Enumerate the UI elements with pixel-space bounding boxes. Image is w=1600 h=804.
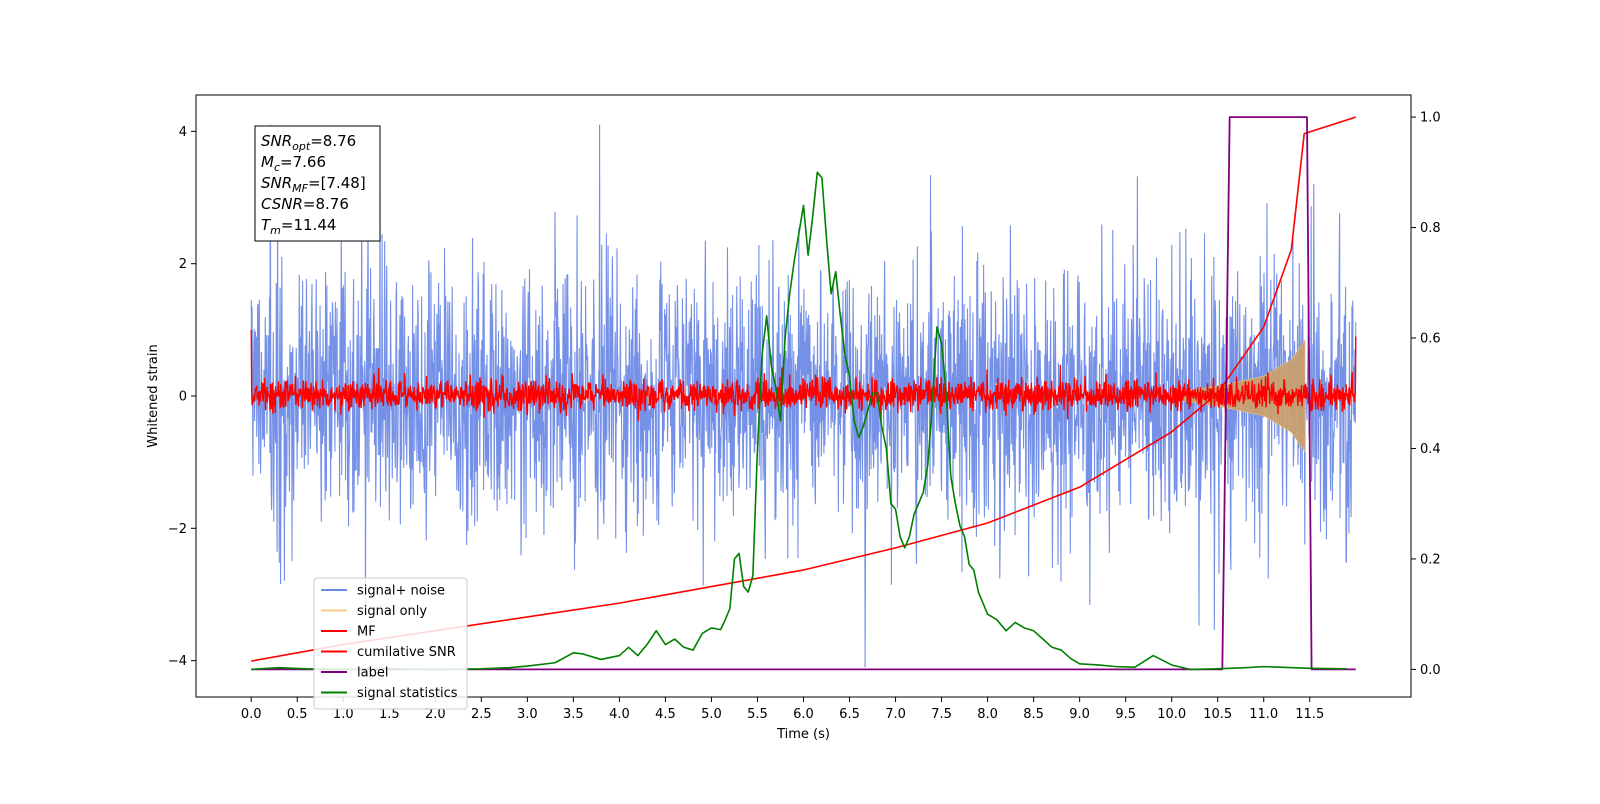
x-tick-label: 11.5 xyxy=(1295,707,1324,722)
x-tick-label: 10.5 xyxy=(1203,707,1232,722)
x-tick-label: 10.0 xyxy=(1157,707,1186,722)
info-line: CSNR=8.76 xyxy=(261,195,349,213)
axes: 0.0 0.5 1.0 1.5 2.0 2.5 3.0 3.5 4.0 4.5 5.0 5.5 6.0 6… xyxy=(168,111,1441,722)
series-signal-statistics xyxy=(251,171,1347,671)
series-signal-noise xyxy=(250,124,1357,668)
x-tick-label: 3.5 xyxy=(563,707,584,722)
x-tick-label: 4.0 xyxy=(609,707,630,722)
series-mf xyxy=(250,329,1357,421)
x-tick-label: 5.0 xyxy=(701,707,722,722)
legend: signal+ noise signal only MF cumilative SNR… xyxy=(313,577,468,710)
x-tick-label: 8.0 xyxy=(977,707,998,722)
x-tick-label: 4.5 xyxy=(655,707,676,722)
x-tick-label: 0.5 xyxy=(287,707,308,722)
x-tick-label: 5.5 xyxy=(747,707,768,722)
y-tick-label-right: 0.2 xyxy=(1420,552,1441,567)
legend-label: label xyxy=(357,666,388,681)
x-tick-label: 2.0 xyxy=(425,707,446,722)
legend-label: signal statistics xyxy=(357,686,458,701)
y-axis-label: Whitened strain xyxy=(146,344,161,447)
y-tick-label-right: 0.8 xyxy=(1420,221,1441,236)
series-cumulative-snr xyxy=(251,116,1357,662)
info-line: Mc=7.66 xyxy=(261,153,326,174)
x-tick-label: 11.0 xyxy=(1249,707,1278,722)
x-tick-label: 3.0 xyxy=(517,707,538,722)
legend-label: cumilative SNR xyxy=(357,645,456,660)
x-tick-label: 8.5 xyxy=(1023,707,1044,722)
info-line: Tm=11.44 xyxy=(261,216,336,237)
x-tick-label: 7.0 xyxy=(885,707,906,722)
x-tick-label: 9.5 xyxy=(1115,707,1136,722)
legend-frame xyxy=(313,577,468,710)
y-tick-label-right: 0.6 xyxy=(1420,332,1441,347)
x-tick-label: 2.5 xyxy=(471,707,492,722)
y-tick-label: 2 xyxy=(179,257,187,272)
y-tick-label-right: 0.4 xyxy=(1420,442,1441,457)
y-tick-label: −2 xyxy=(168,522,187,537)
legend-label: signal+ noise xyxy=(357,584,445,599)
y-tick-label: 4 xyxy=(179,125,187,140)
y-tick-label: 0 xyxy=(179,390,187,405)
info-box-frame xyxy=(254,125,381,242)
legend-label: signal only xyxy=(357,604,427,619)
y-tick-label-right: 1.0 xyxy=(1420,111,1441,126)
plot-series xyxy=(250,116,1357,671)
info-line: SNRopt=8.76 xyxy=(261,132,356,153)
y-tick-label-right: 0.0 xyxy=(1420,663,1441,678)
x-tick-label: 1.0 xyxy=(333,707,354,722)
x-tick-label: 6.5 xyxy=(839,707,860,722)
legend-label: MF xyxy=(357,625,376,640)
x-axis-label: Time (s) xyxy=(776,727,830,742)
y-tick-label: −4 xyxy=(168,654,187,669)
info-line: SNRMF=[7.48] xyxy=(261,174,366,195)
x-tick-label: 6.0 xyxy=(793,707,814,722)
x-tick-label: 1.5 xyxy=(379,707,400,722)
series-label xyxy=(251,116,1356,671)
x-tick-label: 7.5 xyxy=(931,707,952,722)
x-tick-label: 0.0 xyxy=(241,707,262,722)
x-tick-label: 9.0 xyxy=(1069,707,1090,722)
